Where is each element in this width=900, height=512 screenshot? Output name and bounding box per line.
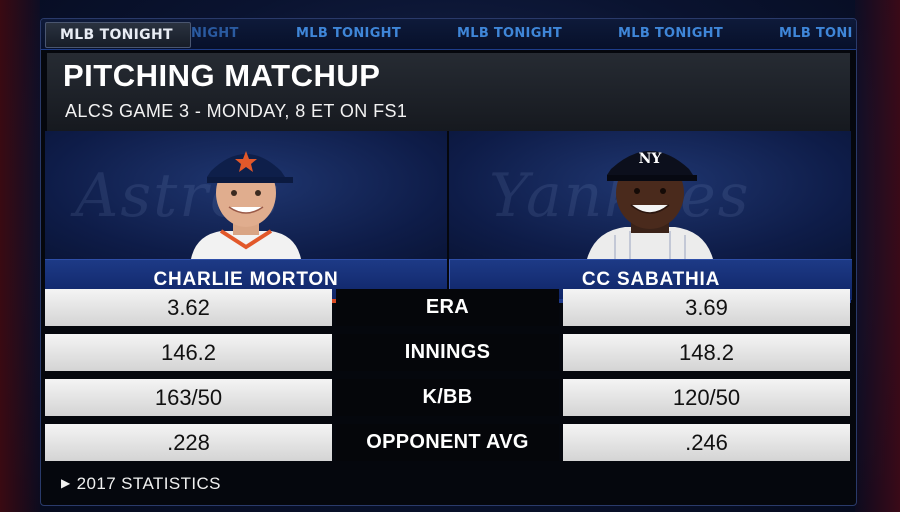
stat-value-left: .228: [45, 424, 332, 461]
player-card-right: Yankees NY: [449, 131, 851, 259]
player-headshot-right: NY: [587, 151, 713, 259]
ticker-bar: MLB TONIGHT NIGHT MLB TONIGHT MLB TONIGH…: [41, 19, 856, 50]
stat-value-right: .246: [563, 424, 850, 461]
ticker-item: MLB TONIGHT: [457, 26, 563, 41]
stat-value-text: 146.2: [160, 340, 217, 365]
stat-row: 163/50 K/BB 120/50: [45, 379, 852, 416]
yankees-ny-icon: NY: [639, 151, 663, 167]
ticker-item: NIGHT: [191, 26, 239, 41]
stat-label: OPPONENT AVG: [336, 424, 559, 461]
stat-value-left: 163/50: [45, 379, 332, 416]
footer-label: 2017 STATISTICS: [76, 474, 221, 493]
stat-label: INNINGS: [336, 334, 559, 371]
header: PITCHING MATCHUP ALCS GAME 3 - MONDAY, 8…: [47, 53, 850, 131]
stat-row: 146.2 INNINGS 148.2: [45, 334, 852, 371]
stat-value-text: 163/50: [154, 385, 223, 410]
stat-value-text: 148.2: [678, 340, 735, 365]
stat-label-text: ERA: [425, 296, 470, 318]
ticker-active-tab: MLB TONIGHT: [45, 22, 191, 48]
background-left: [0, 0, 40, 512]
matchup-panel: MLB TONIGHT NIGHT MLB TONIGHT MLB TONIGH…: [40, 18, 857, 506]
stat-value-text: 3.69: [685, 295, 728, 320]
stat-value-text: 120/50: [672, 385, 741, 410]
background-right: [855, 0, 900, 512]
stat-label-text: K/BB: [422, 386, 473, 408]
page-title: PITCHING MATCHUP: [63, 58, 381, 93]
stat-value-right: 120/50: [563, 379, 850, 416]
player-name-left: CHARLIE MORTON: [153, 269, 339, 290]
ticker-active-label: MLB TONIGHT: [60, 27, 173, 43]
stat-row: .228 OPPONENT AVG .246: [45, 424, 852, 461]
svg-text:NY: NY: [639, 151, 663, 167]
footer-note: ▶ 2017 STATISTICS: [61, 474, 221, 494]
stat-value-right: 148.2: [563, 334, 850, 371]
ticker-item: MLB TONIGHT: [296, 26, 402, 41]
player-card-left: Astros: [45, 131, 447, 259]
stat-value-right: 3.69: [563, 289, 850, 326]
stat-value-left: 146.2: [45, 334, 332, 371]
stat-label: ERA: [336, 289, 559, 326]
player-name-right: CC SABATHIA: [581, 269, 721, 290]
stat-value-text: 3.62: [167, 295, 210, 320]
astros-star-icon: [235, 151, 257, 172]
stat-value-text: .246: [685, 430, 728, 455]
stat-label-text: INNINGS: [404, 341, 491, 363]
ticker-item: MLB TONIGHT: [618, 26, 724, 41]
stat-label-text: OPPONENT AVG: [366, 431, 529, 453]
stat-value-left: 3.62: [45, 289, 332, 326]
ticker-item: MLB TONI: [779, 26, 853, 41]
page-subtitle: ALCS GAME 3 - MONDAY, 8 ET ON FS1: [65, 101, 408, 121]
player-headshot-left: [191, 151, 301, 259]
play-triangle-icon: ▶: [61, 476, 71, 490]
stat-value-text: .228: [167, 430, 210, 455]
stat-row: 3.62 ERA 3.69: [45, 289, 852, 326]
stat-label: K/BB: [336, 379, 559, 416]
